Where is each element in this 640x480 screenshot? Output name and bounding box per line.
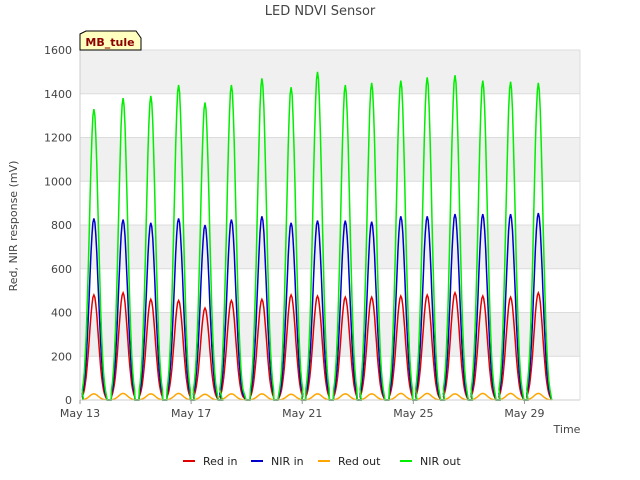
legend-label: Red out — [338, 455, 381, 468]
series-lines — [81, 71, 553, 401]
plot-band — [80, 312, 580, 357]
series-line-nir-out — [81, 71, 553, 401]
y-tick-label: 200 — [51, 350, 72, 363]
site-badge: MB_tule — [79, 30, 142, 51]
legend-label: Red in — [203, 455, 237, 468]
x-tick-label: May 17 — [171, 407, 211, 420]
legend: Red in NIR in Red out NIR out — [183, 455, 461, 468]
y-tick-label: 1400 — [44, 88, 72, 101]
tick-labels: 0 200 400 600 800 1000 1200 1400 1600 May 13 May 1… — [44, 44, 545, 420]
series-line-red-in — [81, 290, 553, 401]
plot-band — [80, 225, 580, 269]
series-line-nir-in — [81, 212, 553, 401]
y-tick-label: 600 — [51, 263, 72, 276]
chart-title: LED NDVI Sensor — [265, 4, 376, 19]
plot-band — [80, 137, 580, 182]
legend-label: NIR in — [271, 455, 304, 468]
badge-label: MB_tule — [85, 36, 134, 49]
plot-band — [80, 181, 580, 225]
plot-band — [80, 268, 580, 313]
plot-background — [80, 50, 580, 400]
y-tick-label: 400 — [51, 307, 72, 320]
badge-box — [79, 30, 142, 51]
legend-label: NIR out — [420, 455, 461, 468]
x-tick-label: May 21 — [282, 407, 322, 420]
y-axis-label: Red, NIR response (mV) — [7, 161, 20, 292]
plot-band — [80, 50, 580, 94]
series-line-red-out — [82, 392, 552, 401]
plot-band — [80, 356, 580, 400]
plot-band — [80, 93, 580, 138]
y-tick-label: 0 — [65, 394, 72, 407]
x-tick-label: May 13 — [60, 407, 100, 420]
y-tick-label: 1600 — [44, 44, 72, 57]
y-tick-label: 800 — [51, 219, 72, 232]
y-tick-label: 1200 — [44, 132, 72, 145]
x-tick-label: May 29 — [504, 407, 544, 420]
x-tick-label: May 25 — [393, 407, 433, 420]
x-axis-label: Time — [553, 423, 581, 436]
y-tick-label: 1000 — [44, 175, 72, 188]
axes — [79, 50, 581, 401]
